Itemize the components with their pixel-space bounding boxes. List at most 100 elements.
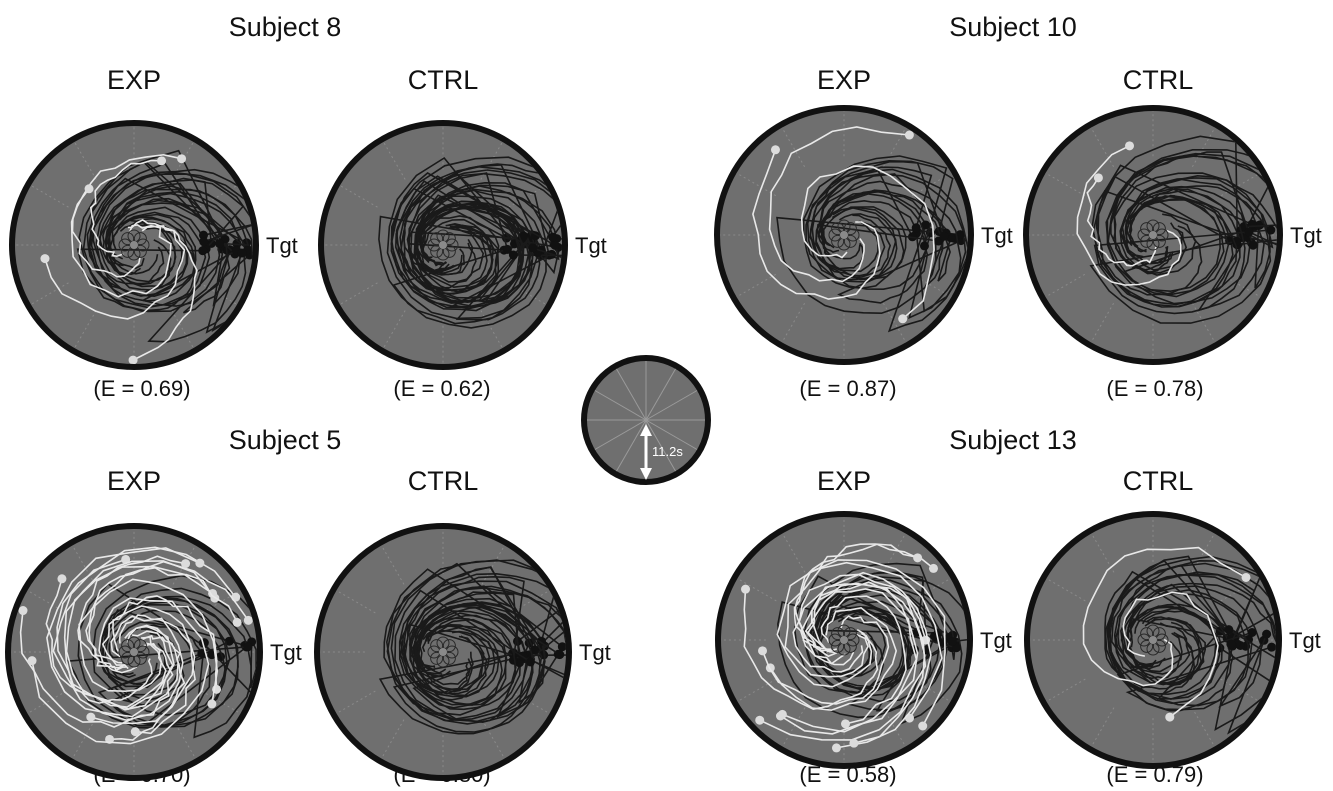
trajectory-end-dot — [177, 154, 187, 164]
trajectory-failure — [89, 159, 162, 258]
trajectory-success — [107, 197, 237, 307]
start-marker — [843, 234, 857, 248]
start-marker — [1140, 627, 1154, 641]
trajectory-success — [1093, 189, 1271, 315]
trajectory-success — [402, 572, 557, 701]
trajectory-end-dot — [758, 646, 768, 656]
trajectory-end-dot — [1244, 227, 1254, 237]
trajectory-end-dot — [508, 250, 518, 260]
legend-spoke — [594, 390, 647, 421]
trajectory-end-dot — [928, 563, 938, 573]
target-label: Tgt — [270, 640, 302, 665]
trajectory-end-dot — [84, 184, 94, 194]
trajectory-end-dot — [1226, 639, 1236, 649]
polar-panel: Tgt — [1024, 511, 1321, 769]
trajectory-failure — [759, 581, 927, 741]
trajectory-failure — [1076, 145, 1182, 286]
trajectory-end-dot — [198, 230, 208, 240]
trajectory-end-dot — [18, 606, 28, 616]
start-marker — [430, 639, 444, 653]
trajectory-end-dot — [1093, 173, 1103, 183]
trajectory-end-dot — [215, 239, 225, 249]
arena-rim — [314, 523, 572, 781]
grid-spoke — [1089, 302, 1115, 346]
trajectory-failure — [820, 595, 907, 725]
target-label: Tgt — [575, 233, 607, 258]
trajectory-success — [403, 575, 525, 695]
trajectory-success — [394, 589, 534, 723]
trajectory-end-dot — [831, 743, 841, 753]
subject-10-title: Subject 10 — [949, 12, 1077, 42]
trajectory-failure — [1122, 591, 1219, 718]
trajectory-success — [419, 606, 541, 718]
polar-panel: Tgt — [715, 511, 1012, 769]
trajectory-end-dot — [195, 558, 205, 568]
trajectory-end-dot — [911, 223, 921, 233]
trajectory-failure — [780, 588, 918, 735]
grid-spoke — [1220, 273, 1264, 299]
trajectory-failure — [118, 614, 196, 735]
start-marker — [430, 651, 444, 665]
trajectory-end-dot — [207, 699, 217, 709]
trajectory-end-dot — [775, 711, 785, 721]
legend-spoke — [645, 368, 676, 421]
trajectory-success — [1113, 573, 1276, 731]
start-marker — [1152, 234, 1166, 248]
trajectory-failure — [71, 153, 182, 278]
trajectory-end-dot — [243, 642, 253, 652]
grid-spoke — [1042, 273, 1086, 299]
trajectory-success — [1112, 151, 1254, 274]
start-marker — [1152, 627, 1166, 641]
trajectory-failure — [44, 218, 186, 320]
arena-rim — [5, 523, 263, 781]
trajectory-success — [420, 203, 553, 310]
trajectory-success — [817, 190, 947, 286]
trajectory-end-dot — [1248, 240, 1258, 250]
trajectory-success — [1109, 578, 1232, 705]
subject-5-title: Subject 5 — [228, 425, 342, 455]
trajectory-success — [95, 171, 253, 298]
trajectory-end-dot — [548, 232, 558, 242]
legend-spoke — [594, 419, 647, 450]
trajectory-failure — [743, 589, 879, 711]
arena-rim — [1024, 511, 1282, 769]
subject-8-title: Subject 8 — [228, 12, 342, 42]
start-marker — [121, 244, 135, 258]
trajectory-failure — [794, 543, 918, 650]
subject-5-exp-label: EXP — [106, 466, 162, 496]
subject-13-title: Subject 13 — [949, 425, 1077, 455]
trajectory-end-dot — [224, 636, 234, 646]
trajectory-end-dot — [1125, 141, 1135, 151]
start-marker — [430, 244, 444, 258]
start-marker — [133, 244, 147, 258]
arena-center — [840, 231, 848, 239]
trajectory-success — [67, 624, 249, 729]
trajectory-success — [1089, 172, 1272, 324]
legend-spoke — [645, 419, 698, 450]
trajectory-end-dot — [555, 650, 565, 660]
trajectory-end-dot — [557, 642, 566, 652]
start-marker — [843, 222, 857, 236]
trajectory-failure — [752, 149, 881, 300]
trajectory-end-dot — [1241, 572, 1251, 582]
trajectory-success — [805, 159, 954, 283]
trajectory-success — [385, 559, 566, 722]
trajectory-end-dot — [840, 719, 850, 729]
target-label: Tgt — [579, 640, 611, 665]
start-marker — [831, 627, 845, 641]
subject-10-exp-energy: (E = 0.87) — [799, 376, 897, 401]
target-label: Tgt — [980, 628, 1012, 653]
time-scale-legend: 11.2s — [581, 355, 711, 485]
start-marker — [133, 651, 147, 665]
arena-rim — [318, 120, 568, 370]
grid-spoke — [1220, 171, 1264, 197]
trajectory-failure — [78, 578, 219, 705]
trajectory-end-dot — [898, 314, 908, 324]
arena-center — [130, 241, 138, 249]
trajectory-success — [809, 161, 945, 270]
trajectory-failure — [45, 578, 153, 704]
trajectory-failure — [46, 547, 201, 718]
grid-spoke — [1042, 171, 1086, 197]
start-marker — [121, 639, 135, 653]
